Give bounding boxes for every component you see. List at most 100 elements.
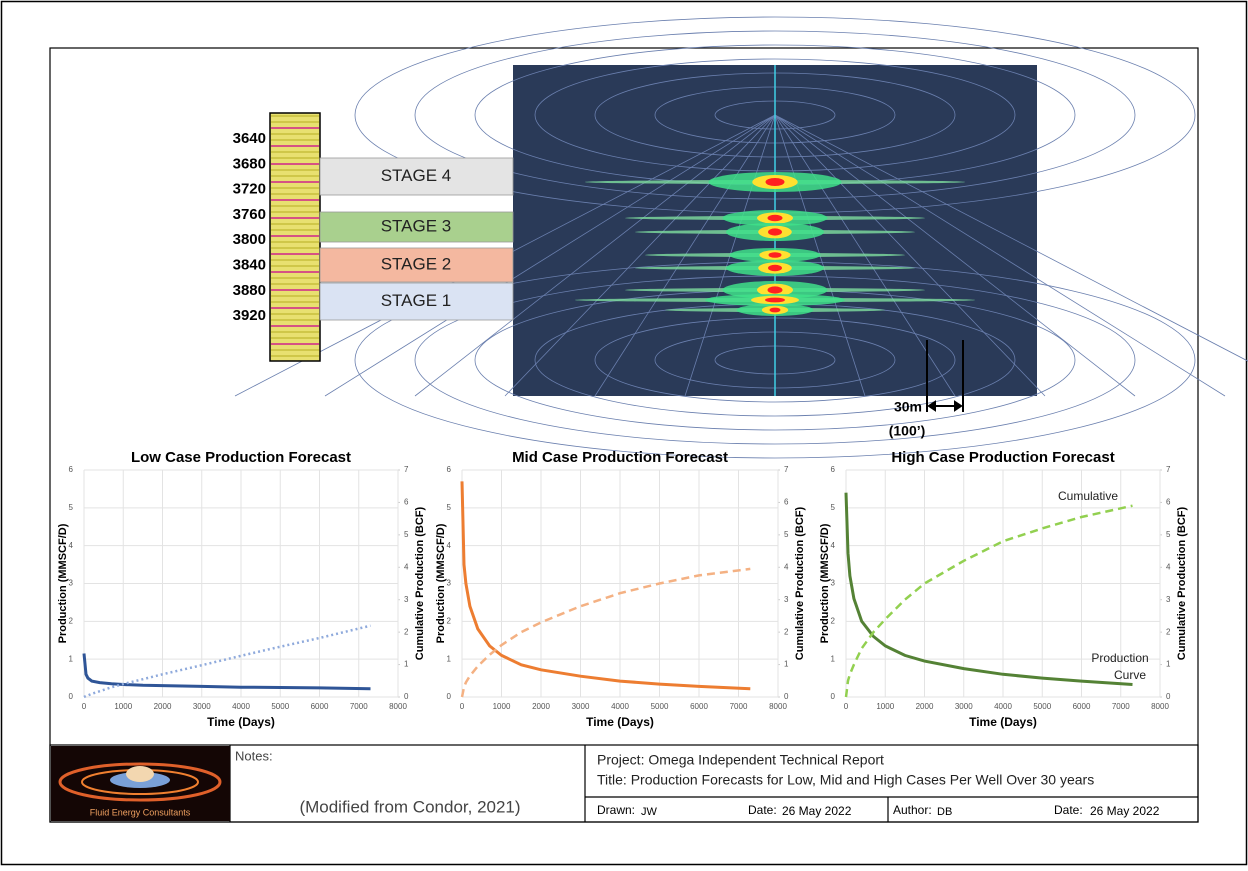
date-label: Date:	[748, 803, 777, 817]
notes-label: Notes:	[235, 748, 273, 763]
x-tick-label: 0	[460, 702, 465, 711]
log-stripe	[271, 133, 319, 135]
log-stripe	[271, 289, 319, 291]
x-tick-label: 3000	[193, 702, 211, 711]
scale-label: 30m	[894, 399, 922, 415]
event-core	[768, 228, 782, 235]
event-core	[769, 252, 782, 258]
y2-tick-label: 0	[1166, 692, 1171, 701]
log-stripe	[271, 199, 319, 201]
log-stripe	[271, 181, 319, 183]
y2-tick-label: 2	[404, 627, 409, 636]
y2-tick-label: 5	[1166, 530, 1171, 539]
notes: (Modified from Condor, 2021)	[299, 797, 520, 816]
log-stripe	[271, 355, 319, 357]
y2-tick-label: 7	[404, 465, 409, 474]
y2-tick-label: 1	[1166, 660, 1171, 669]
log-stripe	[271, 163, 319, 165]
log-stripe	[271, 331, 319, 333]
log-stripe	[271, 277, 319, 279]
y2-tick-label: 0	[784, 692, 789, 701]
log-stripe	[271, 343, 319, 345]
y-tick-label: 0	[447, 692, 452, 701]
x-tick-label: 4000	[232, 702, 250, 711]
y2-tick-label: 3	[784, 595, 789, 604]
log-stripe	[271, 151, 319, 153]
x-tick-label: 8000	[1151, 702, 1169, 711]
x-tick-label: 8000	[389, 702, 407, 711]
x-axis-label: Time (Days)	[207, 715, 275, 729]
y2-tick-label: 4	[404, 562, 409, 571]
x-tick-label: 0	[82, 702, 87, 711]
log-stripe	[271, 205, 319, 207]
x-tick-label: 6000	[1073, 702, 1091, 711]
log-stripe	[271, 223, 319, 225]
x-tick-label: 6000	[690, 702, 708, 711]
log-stripe	[271, 169, 319, 171]
x-tick-label: 3000	[955, 702, 973, 711]
y2-tick-label: 2	[1166, 627, 1171, 636]
x-tick-label: 4000	[994, 702, 1012, 711]
x-tick-label: 8000	[769, 702, 787, 711]
y-tick-label: 6	[831, 465, 836, 474]
y-tick-label: 4	[69, 541, 74, 550]
event-core	[768, 215, 783, 221]
log-stripe	[271, 127, 319, 129]
x-tick-label: 2000	[154, 702, 172, 711]
y2-tick-label: 5	[404, 530, 409, 539]
y2-tick-label: 3	[404, 595, 409, 604]
y2-tick-label: 6	[404, 498, 409, 507]
log-stripe	[271, 349, 319, 351]
depth-label: 3640	[233, 130, 266, 147]
y-tick-label: 3	[69, 579, 74, 588]
log-stripe	[271, 301, 319, 303]
log-stripe	[271, 319, 319, 321]
y-tick-label: 5	[447, 503, 452, 512]
y-tick-label: 5	[831, 503, 836, 512]
event-core	[765, 298, 785, 303]
x-tick-label: 5000	[271, 702, 289, 711]
log-stripe	[271, 307, 319, 309]
y2-axis-label: Cumulative Production (BCF)	[794, 506, 806, 660]
y-tick-label: 5	[69, 503, 74, 512]
y2-tick-label: 6	[784, 498, 789, 507]
log-stripe	[271, 325, 319, 327]
y-tick-label: 4	[447, 541, 452, 550]
x-tick-label: 7000	[350, 702, 368, 711]
log-stripe	[271, 253, 319, 255]
y2-tick-label: 7	[1166, 465, 1171, 474]
chart-title: Low Case Production Forecast	[131, 449, 351, 466]
x-tick-label: 4000	[611, 702, 629, 711]
y-tick-label: 0	[69, 692, 74, 701]
event-core	[768, 286, 783, 293]
project: Project: Omega Independent Technical Rep…	[597, 752, 884, 768]
y-tick-label: 1	[831, 654, 836, 663]
y-tick-label: 1	[69, 654, 74, 663]
title: Title: Production Forecasts for Low, Mid…	[597, 772, 1094, 788]
log-stripe	[271, 259, 319, 261]
depth-label: 3920	[233, 307, 266, 324]
y-tick-label: 2	[69, 616, 74, 625]
event-core	[768, 265, 782, 271]
well-log	[270, 113, 320, 361]
author: DB	[937, 806, 952, 818]
log-stripe	[271, 175, 319, 177]
date-label: Date:	[1054, 803, 1083, 817]
x-tick-label: 1000	[493, 702, 511, 711]
log-stripe	[271, 313, 319, 315]
y2-tick-label: 0	[404, 692, 409, 701]
depth-label: 3840	[233, 256, 266, 273]
y2-tick-label: 4	[1166, 562, 1171, 571]
log-stripe	[271, 265, 319, 267]
y-axis-label: Production (MMSCF/D)	[57, 523, 69, 643]
log-stripe	[271, 271, 319, 273]
logo-text: Fluid Energy Consultants	[90, 807, 191, 817]
drawn-label: Drawn:	[597, 803, 635, 817]
log-stripe	[271, 217, 319, 219]
author-label: Author:	[893, 803, 932, 817]
y2-tick-label: 3	[1166, 595, 1171, 604]
x-tick-label: 0	[844, 702, 849, 711]
y-axis-label: Production (MMSCF/D)	[435, 523, 447, 643]
y2-tick-label: 1	[404, 660, 409, 669]
x-tick-label: 6000	[311, 702, 329, 711]
